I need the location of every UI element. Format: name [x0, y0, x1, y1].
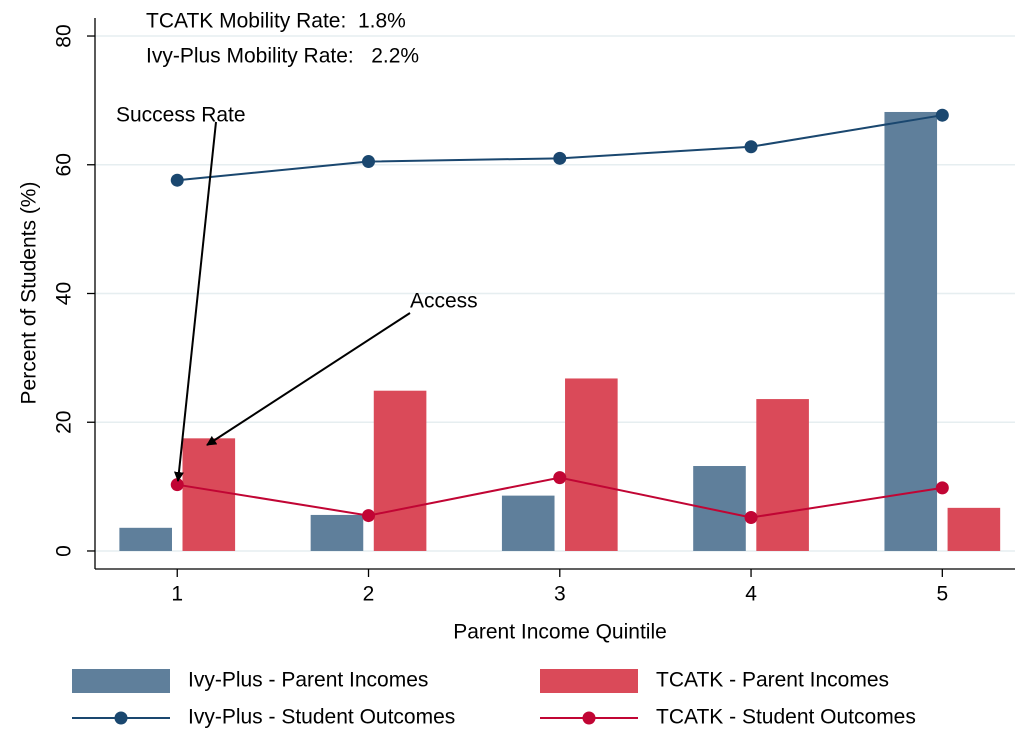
- bar: [373, 390, 427, 551]
- bar: [119, 527, 172, 551]
- bar: [693, 466, 746, 551]
- bar: [756, 399, 809, 551]
- point: [935, 481, 949, 495]
- annotation: Success Rate: [116, 104, 246, 127]
- annotation: Access: [410, 290, 478, 313]
- legend-swatch: [582, 711, 596, 725]
- legend-label: TCATK - Parent Incomes: [656, 669, 889, 692]
- plot-area: 0 20 40 60 80 1 2 3 4 5: [53, 24, 1015, 606]
- legend: Ivy-Plus - Parent Incomes TCATK - Parent …: [72, 669, 916, 729]
- x-tick-label: 2: [363, 583, 375, 606]
- line: [177, 114, 943, 182]
- point: [553, 471, 567, 485]
- x-tick-label: 5: [936, 583, 948, 606]
- y-tick-label: 40: [53, 282, 76, 305]
- legend-label: Ivy-Plus - Student Outcomes: [188, 706, 455, 729]
- legend-swatch: [114, 711, 128, 725]
- legend-swatch: [72, 669, 170, 693]
- x-tick-label: 4: [745, 583, 757, 606]
- legend-label: TCATK - Student Outcomes: [656, 706, 916, 729]
- annotation: Ivy-Plus Mobility Rate: 2.2%: [146, 45, 419, 68]
- point: [553, 151, 567, 165]
- y-tick-label: 60: [53, 153, 76, 176]
- point: [170, 173, 184, 187]
- bar: [947, 507, 1001, 551]
- y-tick-label: 20: [53, 411, 76, 434]
- y-tick-label: 80: [53, 24, 76, 47]
- bar: [182, 438, 236, 551]
- arrow: [173, 121, 217, 482]
- bar: [884, 111, 938, 551]
- annotation: TCATK Mobility Rate: 1.8%: [146, 10, 406, 33]
- point: [935, 108, 949, 122]
- y-axis-label: Percent of Students (%): [18, 182, 41, 405]
- point: [362, 509, 376, 523]
- point: [362, 155, 376, 169]
- point: [744, 140, 758, 154]
- legend-swatch: [540, 669, 638, 693]
- bar: [501, 495, 555, 551]
- x-axis-label: Parent Income Quintile: [453, 621, 667, 644]
- x-tick-label: 3: [554, 583, 566, 606]
- y-tick-label: 0: [53, 545, 76, 557]
- bar: [565, 378, 618, 551]
- arrow: [206, 312, 411, 446]
- x-tick-label: 1: [171, 583, 183, 606]
- legend-label: Ivy-Plus - Parent Incomes: [188, 669, 428, 692]
- point: [744, 511, 758, 525]
- bar: [310, 514, 364, 551]
